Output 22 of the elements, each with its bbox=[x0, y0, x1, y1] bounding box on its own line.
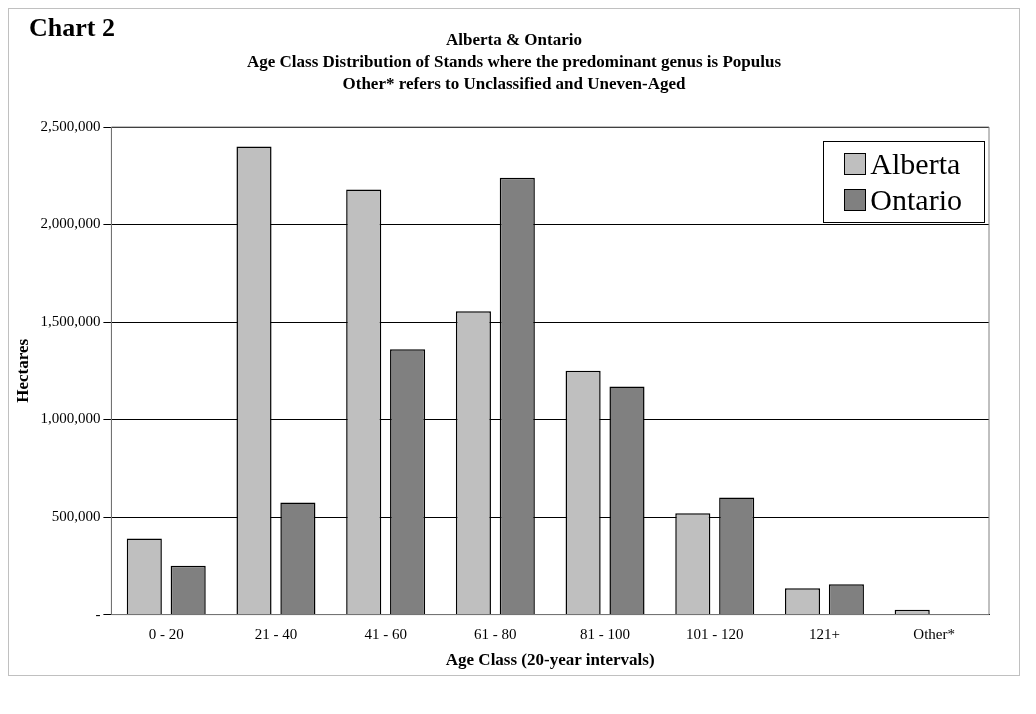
y-tick-label: 1,000,000 bbox=[40, 410, 101, 427]
chart-subtitle: Age Class Distribution of Stands where the predominant genus is Populus bbox=[246, 51, 782, 73]
x-tick-label: 101 - 120 bbox=[686, 625, 744, 642]
y-tick-label: 500,000 bbox=[51, 508, 101, 525]
y-tick-label: 2,500,000 bbox=[40, 117, 101, 134]
y-axis-title: Hectares bbox=[12, 338, 32, 403]
caption: Chart 2 bbox=[29, 13, 115, 43]
x-tick-label: 21 - 40 bbox=[254, 625, 298, 642]
x-axis-title: Age Class (20-year intervals) bbox=[445, 650, 655, 670]
chart-title: Alberta & Ontario bbox=[446, 30, 582, 49]
y-tick-label: 2,000,000 bbox=[40, 215, 101, 232]
x-tick-label: 41 - 60 bbox=[364, 625, 407, 642]
x-tick-label: Other* bbox=[913, 625, 955, 642]
x-tick-label: 0 - 20 bbox=[148, 625, 184, 642]
x-tick-label: 121+ bbox=[808, 625, 840, 642]
text: Other* refers to Unclassified and Uneven-Aged bbox=[341, 73, 687, 95]
legend-label: Ontario bbox=[870, 182, 962, 218]
y-tick-label: 1,500,000 bbox=[40, 312, 101, 329]
y-tick-label: - bbox=[95, 605, 101, 622]
x-tick-label: 61 - 80 bbox=[474, 625, 517, 642]
x-tick-label: 81 - 100 bbox=[580, 625, 631, 642]
legend-label: Alberta bbox=[870, 146, 961, 182]
